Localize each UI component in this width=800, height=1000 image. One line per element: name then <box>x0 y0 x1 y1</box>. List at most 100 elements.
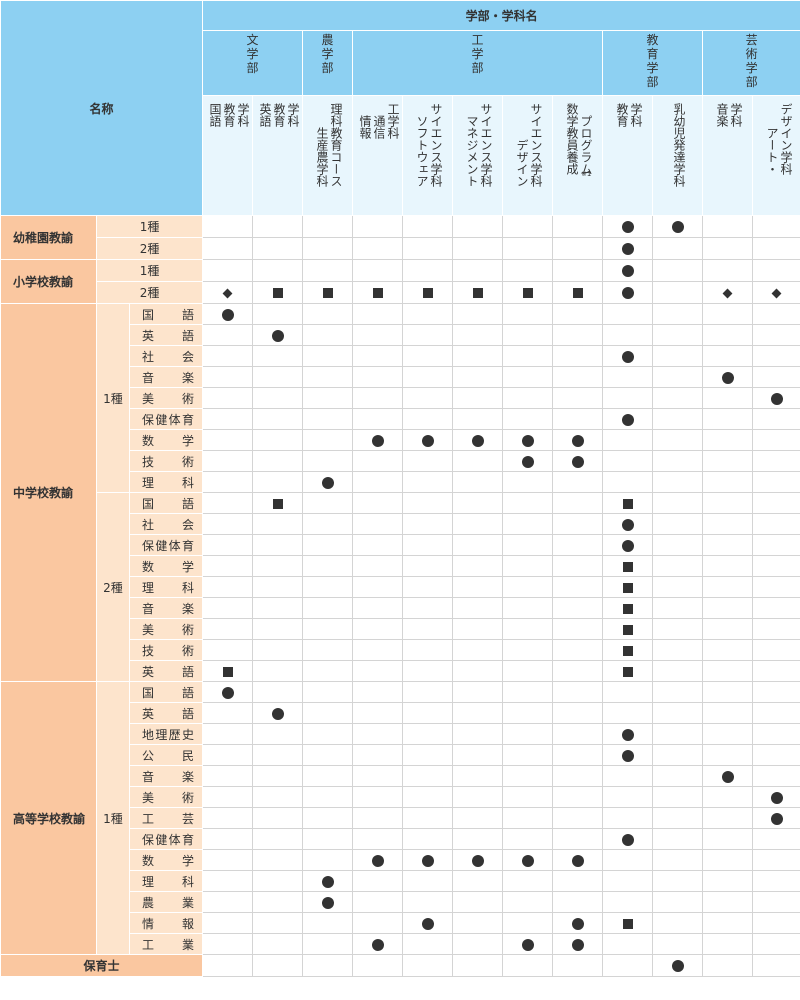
mark-cell <box>602 324 654 346</box>
circle-mark <box>371 854 384 867</box>
faculty-name-char: 術 <box>745 47 758 61</box>
faculty-name-char: 学 <box>745 61 758 75</box>
mark-cell <box>652 639 704 661</box>
mark-cell <box>452 912 504 934</box>
mark-cell <box>652 555 704 577</box>
department-name: 教育 <box>615 103 630 127</box>
circle-mark <box>471 854 484 867</box>
mark-cell <box>352 555 404 577</box>
mark-cell <box>752 408 800 430</box>
mark-cell <box>352 723 404 745</box>
department-header: ソフトウェアサイエンス学科 <box>402 95 454 216</box>
faculty-name-char: 学 <box>471 47 484 61</box>
mark-cell <box>752 492 800 514</box>
mark-cell <box>202 954 254 977</box>
mark-cell <box>552 215 604 238</box>
mark-cell <box>502 408 554 430</box>
mark-cell <box>502 366 554 388</box>
square-mark <box>422 288 433 298</box>
mark-cell <box>602 471 654 493</box>
circle-mark <box>321 896 334 909</box>
mark-cell <box>202 765 254 787</box>
mark-cell <box>402 954 454 977</box>
license-level: 2種 <box>96 492 130 682</box>
table-row: 保育士 <box>0 954 800 977</box>
table-row: 音楽 <box>1 597 800 619</box>
mark-cell <box>202 429 254 451</box>
mark-cell <box>652 660 704 682</box>
license-level: 1種 <box>96 303 130 493</box>
mark-cell <box>752 259 800 282</box>
license-name: 中学校教諭 <box>0 303 97 682</box>
circle-mark <box>621 243 634 255</box>
mark-cell <box>352 576 404 598</box>
mark-cell <box>552 870 604 892</box>
subject-name: 保健体育 <box>128 534 204 556</box>
subject-name: 数学 <box>128 555 204 577</box>
mark-cell <box>552 639 604 661</box>
mark-cell <box>202 324 254 346</box>
circle-mark <box>571 434 584 447</box>
square-mark <box>272 498 283 509</box>
mark-cell <box>302 429 354 451</box>
mark-cell <box>202 555 254 577</box>
mark-cell <box>702 492 754 514</box>
faculty-name-char: 農 <box>321 33 334 47</box>
mark-cell <box>452 891 504 913</box>
circle-mark <box>471 434 484 447</box>
license-name: 幼稚園教諭 <box>0 215 97 260</box>
mark-cell <box>252 702 304 724</box>
mark-cell <box>602 429 654 451</box>
mark-cell <box>402 933 454 955</box>
mark-cell <box>602 259 654 282</box>
department-name: 生産農学科 <box>315 127 330 187</box>
mark-cell <box>602 513 654 535</box>
mark-cell <box>502 471 554 493</box>
subject-name: 美術 <box>128 786 204 808</box>
mark-cell <box>202 786 254 808</box>
mark-cell <box>602 237 654 260</box>
mark-cell <box>552 408 604 430</box>
circle-mark <box>721 371 734 384</box>
teaching-license-table: 名称 学部・学科名 文学部農学部工学部教育学部芸術学部 国語教育学科 英語教育学科… <box>0 0 800 977</box>
mark-cell <box>252 954 304 977</box>
mark-cell <box>502 702 554 724</box>
mark-cell <box>352 870 404 892</box>
mark-cell <box>202 237 254 260</box>
department-name: 情報 <box>358 115 373 139</box>
mark-cell <box>302 450 354 472</box>
subject-name: 英語 <box>128 660 204 682</box>
department-name: アート・ <box>765 127 780 175</box>
table-row: 美術 <box>1 387 800 409</box>
mark-cell <box>302 765 354 787</box>
mark-cell <box>452 870 504 892</box>
table-row: 数学 <box>1 555 800 577</box>
mark-cell <box>602 786 654 808</box>
square-mark <box>622 645 633 656</box>
square-mark <box>272 288 283 298</box>
department-name: 数学教員養成 <box>565 103 580 175</box>
subject-name: 数学 <box>128 849 204 871</box>
subject-name: 音楽 <box>128 597 204 619</box>
mark-cell <box>252 786 304 808</box>
mark-cell <box>252 324 304 346</box>
department-name: 理科教育コース <box>329 103 344 187</box>
table-row: 保健体育 <box>1 828 800 850</box>
mark-cell <box>402 618 454 640</box>
mark-cell <box>402 849 454 871</box>
mark-cell <box>652 744 704 766</box>
table-row: 幼稚園教諭 1種 <box>0 215 800 260</box>
circle-mark <box>571 938 584 951</box>
mark-cell <box>652 576 704 598</box>
mark-cell <box>602 828 654 850</box>
circle-mark <box>621 833 634 846</box>
mark-cell <box>402 408 454 430</box>
faculty-header: 工学部 <box>352 30 604 96</box>
department-header: 国語教育学科 <box>202 95 254 216</box>
circle-mark <box>621 728 634 741</box>
mark-cell <box>352 281 404 304</box>
mark-cell <box>752 281 800 304</box>
department-name: 学科 <box>286 103 301 127</box>
subject-name: 美術 <box>128 618 204 640</box>
mark-cell <box>352 702 404 724</box>
